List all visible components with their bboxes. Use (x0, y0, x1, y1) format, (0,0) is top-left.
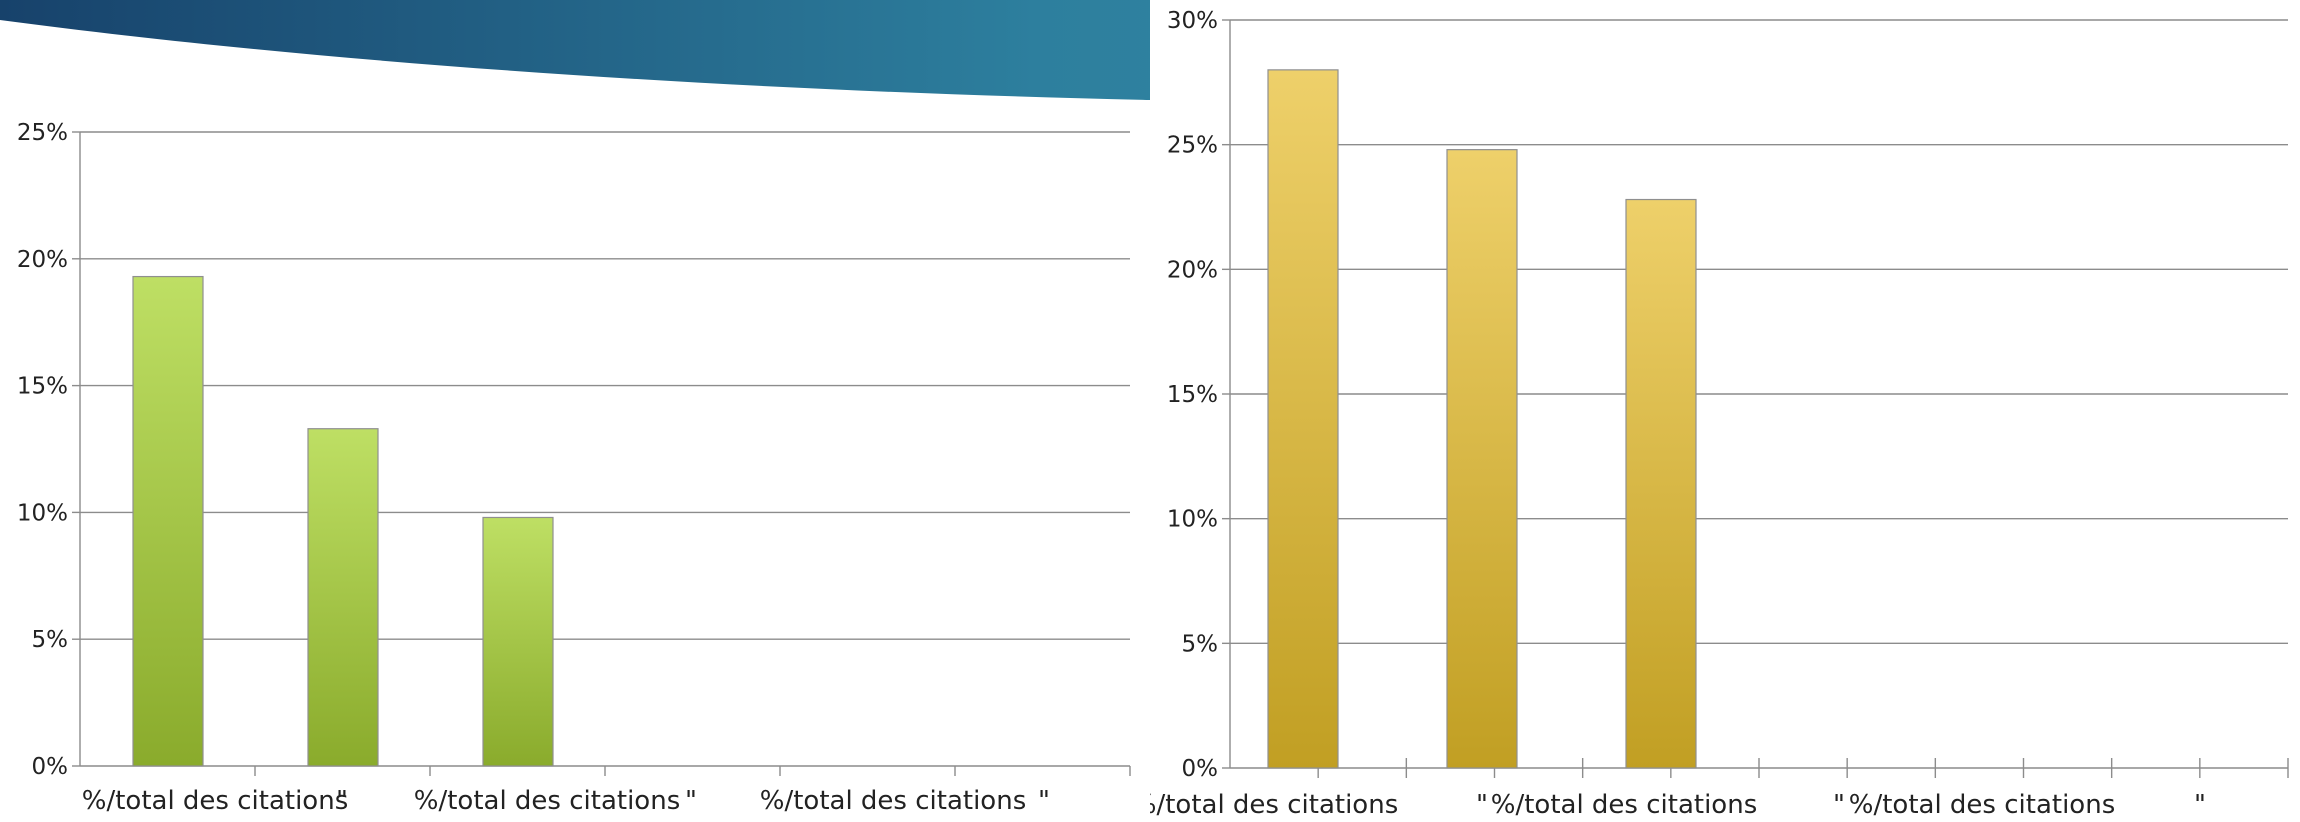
x-category-label: " (685, 786, 697, 816)
x-category-label: " (1833, 790, 1845, 818)
y-tick-label: 0% (32, 754, 69, 780)
x-category-label: %/total des citations (1849, 790, 2116, 818)
x-category-label: " (2194, 790, 2206, 818)
y-tick-label: 15% (17, 374, 68, 400)
y-tick-label: 10% (1167, 507, 1218, 533)
bar (307, 428, 379, 767)
y-tick-label: 20% (1167, 257, 1218, 283)
y-tick-label: 10% (17, 500, 68, 526)
x-category-label: " (336, 786, 348, 816)
bar (1446, 149, 1518, 769)
x-category-label: %/total des citations (414, 786, 681, 816)
y-tick-label: 30% (1167, 8, 1218, 34)
bar (482, 516, 554, 767)
x-category-label: %/total des citations (1150, 790, 1398, 818)
y-tick-label: 5% (1182, 631, 1219, 657)
x-category-label: %/total des citations (82, 786, 349, 816)
y-tick-label: 25% (17, 120, 68, 146)
chart-right: 0% 5% 10% 15% 20% 25% 30% %/total des citations… (1132, 0, 2300, 820)
y-tick-label: 20% (17, 247, 68, 273)
y-tick-label: 5% (32, 627, 69, 653)
bar-chart-right: 0% 5% 10% 15% 20% 25% 30% %/total des citations… (1132, 8, 2289, 820)
bar (1625, 198, 1697, 769)
x-category-label: " (1476, 790, 1488, 818)
x-category-label: %/total des citations (1491, 790, 1758, 818)
bar (132, 275, 204, 767)
bar (1267, 69, 1339, 769)
chart-left: 0% 5% 10% 15% 20% 25% %/total des citations " %/… (0, 110, 1150, 818)
y-tick-label: 15% (1167, 382, 1218, 408)
y-tick-label: 25% (1167, 133, 1218, 159)
x-category-label: " (1038, 786, 1050, 816)
bar-chart-left: 0%5%10%15%20%25%%/total des citations" %/… (17, 120, 1131, 816)
x-category-label: %/total des citations (760, 786, 1027, 816)
y-tick-label: 0% (1182, 756, 1219, 782)
